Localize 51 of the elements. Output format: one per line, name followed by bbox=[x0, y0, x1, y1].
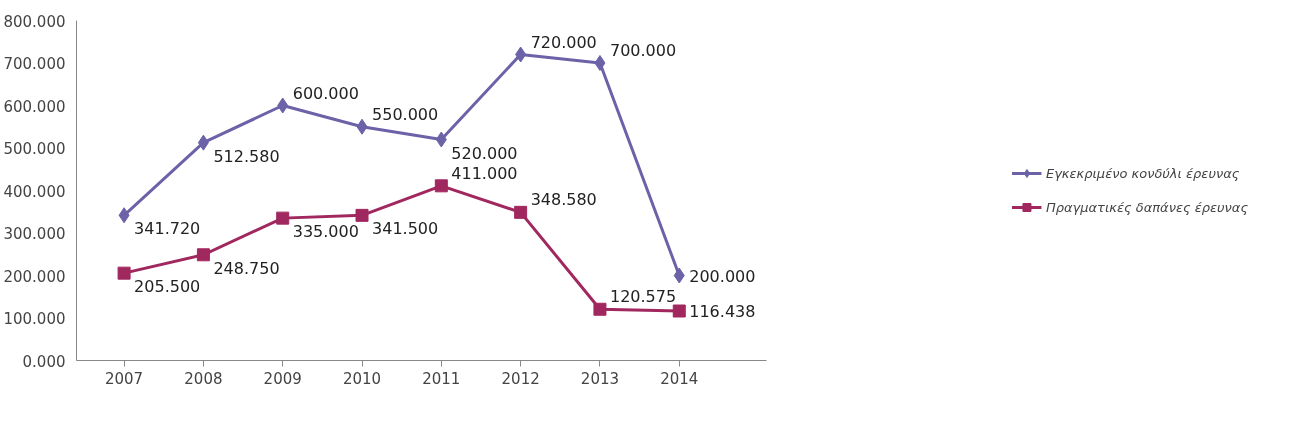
data-label: 200.000 bbox=[689, 266, 756, 286]
x-tick-label: 2014 bbox=[660, 369, 699, 388]
x-tick-label: 2008 bbox=[184, 369, 223, 388]
data-label: 348.580 bbox=[530, 190, 597, 210]
data-label: 341.500 bbox=[372, 219, 439, 239]
data-label: 720.000 bbox=[530, 32, 597, 52]
x-tick-label: 2012 bbox=[501, 369, 540, 388]
point bbox=[435, 131, 447, 148]
y-tick-label: 0.000 bbox=[22, 352, 66, 371]
point bbox=[117, 266, 131, 280]
point bbox=[593, 302, 607, 316]
data-label: 520.000 bbox=[451, 143, 518, 163]
point bbox=[594, 55, 606, 71]
data-label: 341.720 bbox=[134, 219, 201, 239]
y-tick-label: 400.000 bbox=[3, 182, 66, 201]
y-tick-label: 800.000 bbox=[3, 12, 66, 31]
point bbox=[276, 211, 290, 225]
data-label: 512.580 bbox=[213, 146, 280, 166]
y-tick-label: 100.000 bbox=[3, 310, 66, 328]
x-tick-label: 2009 bbox=[263, 369, 302, 388]
y-tick-label: 600.000 bbox=[3, 97, 66, 116]
legend-label: Εγκεκριμένο κονδύλι έρευνας bbox=[1045, 165, 1240, 181]
x-tick-label: 2013 bbox=[580, 369, 620, 388]
point bbox=[118, 207, 130, 224]
x-tick-label: 2011 bbox=[422, 369, 461, 388]
data-label: 205.500 bbox=[134, 277, 201, 297]
point bbox=[434, 179, 448, 193]
legend-label: Πραγματικές δαπάνες έρευνας bbox=[1045, 199, 1249, 215]
point bbox=[277, 97, 289, 114]
data-label: 116.438 bbox=[689, 302, 756, 322]
point bbox=[514, 205, 528, 219]
point bbox=[355, 208, 369, 222]
data-label: 550.000 bbox=[372, 104, 439, 124]
data-label: 700.000 bbox=[609, 41, 677, 60]
data-label: 600.000 bbox=[292, 83, 359, 103]
data-label: 120.575 bbox=[609, 287, 677, 307]
y-tick-label: 500.000 bbox=[3, 140, 66, 158]
y-tick-label: 300.000 bbox=[3, 225, 66, 243]
x-tick-label: 2010 bbox=[342, 369, 382, 388]
point bbox=[197, 134, 209, 151]
y-tick-label: 700.000 bbox=[3, 55, 66, 73]
y-tick-label: 200.000 bbox=[3, 267, 66, 286]
point bbox=[196, 248, 210, 262]
point bbox=[673, 267, 685, 284]
data-label: 411.000 bbox=[451, 163, 518, 183]
point bbox=[672, 304, 686, 318]
data-label: 335.000 bbox=[292, 222, 359, 242]
x-tick-label: 2007 bbox=[105, 369, 144, 388]
point bbox=[356, 118, 368, 135]
data-label: 248.750 bbox=[213, 258, 280, 278]
point bbox=[515, 46, 527, 63]
